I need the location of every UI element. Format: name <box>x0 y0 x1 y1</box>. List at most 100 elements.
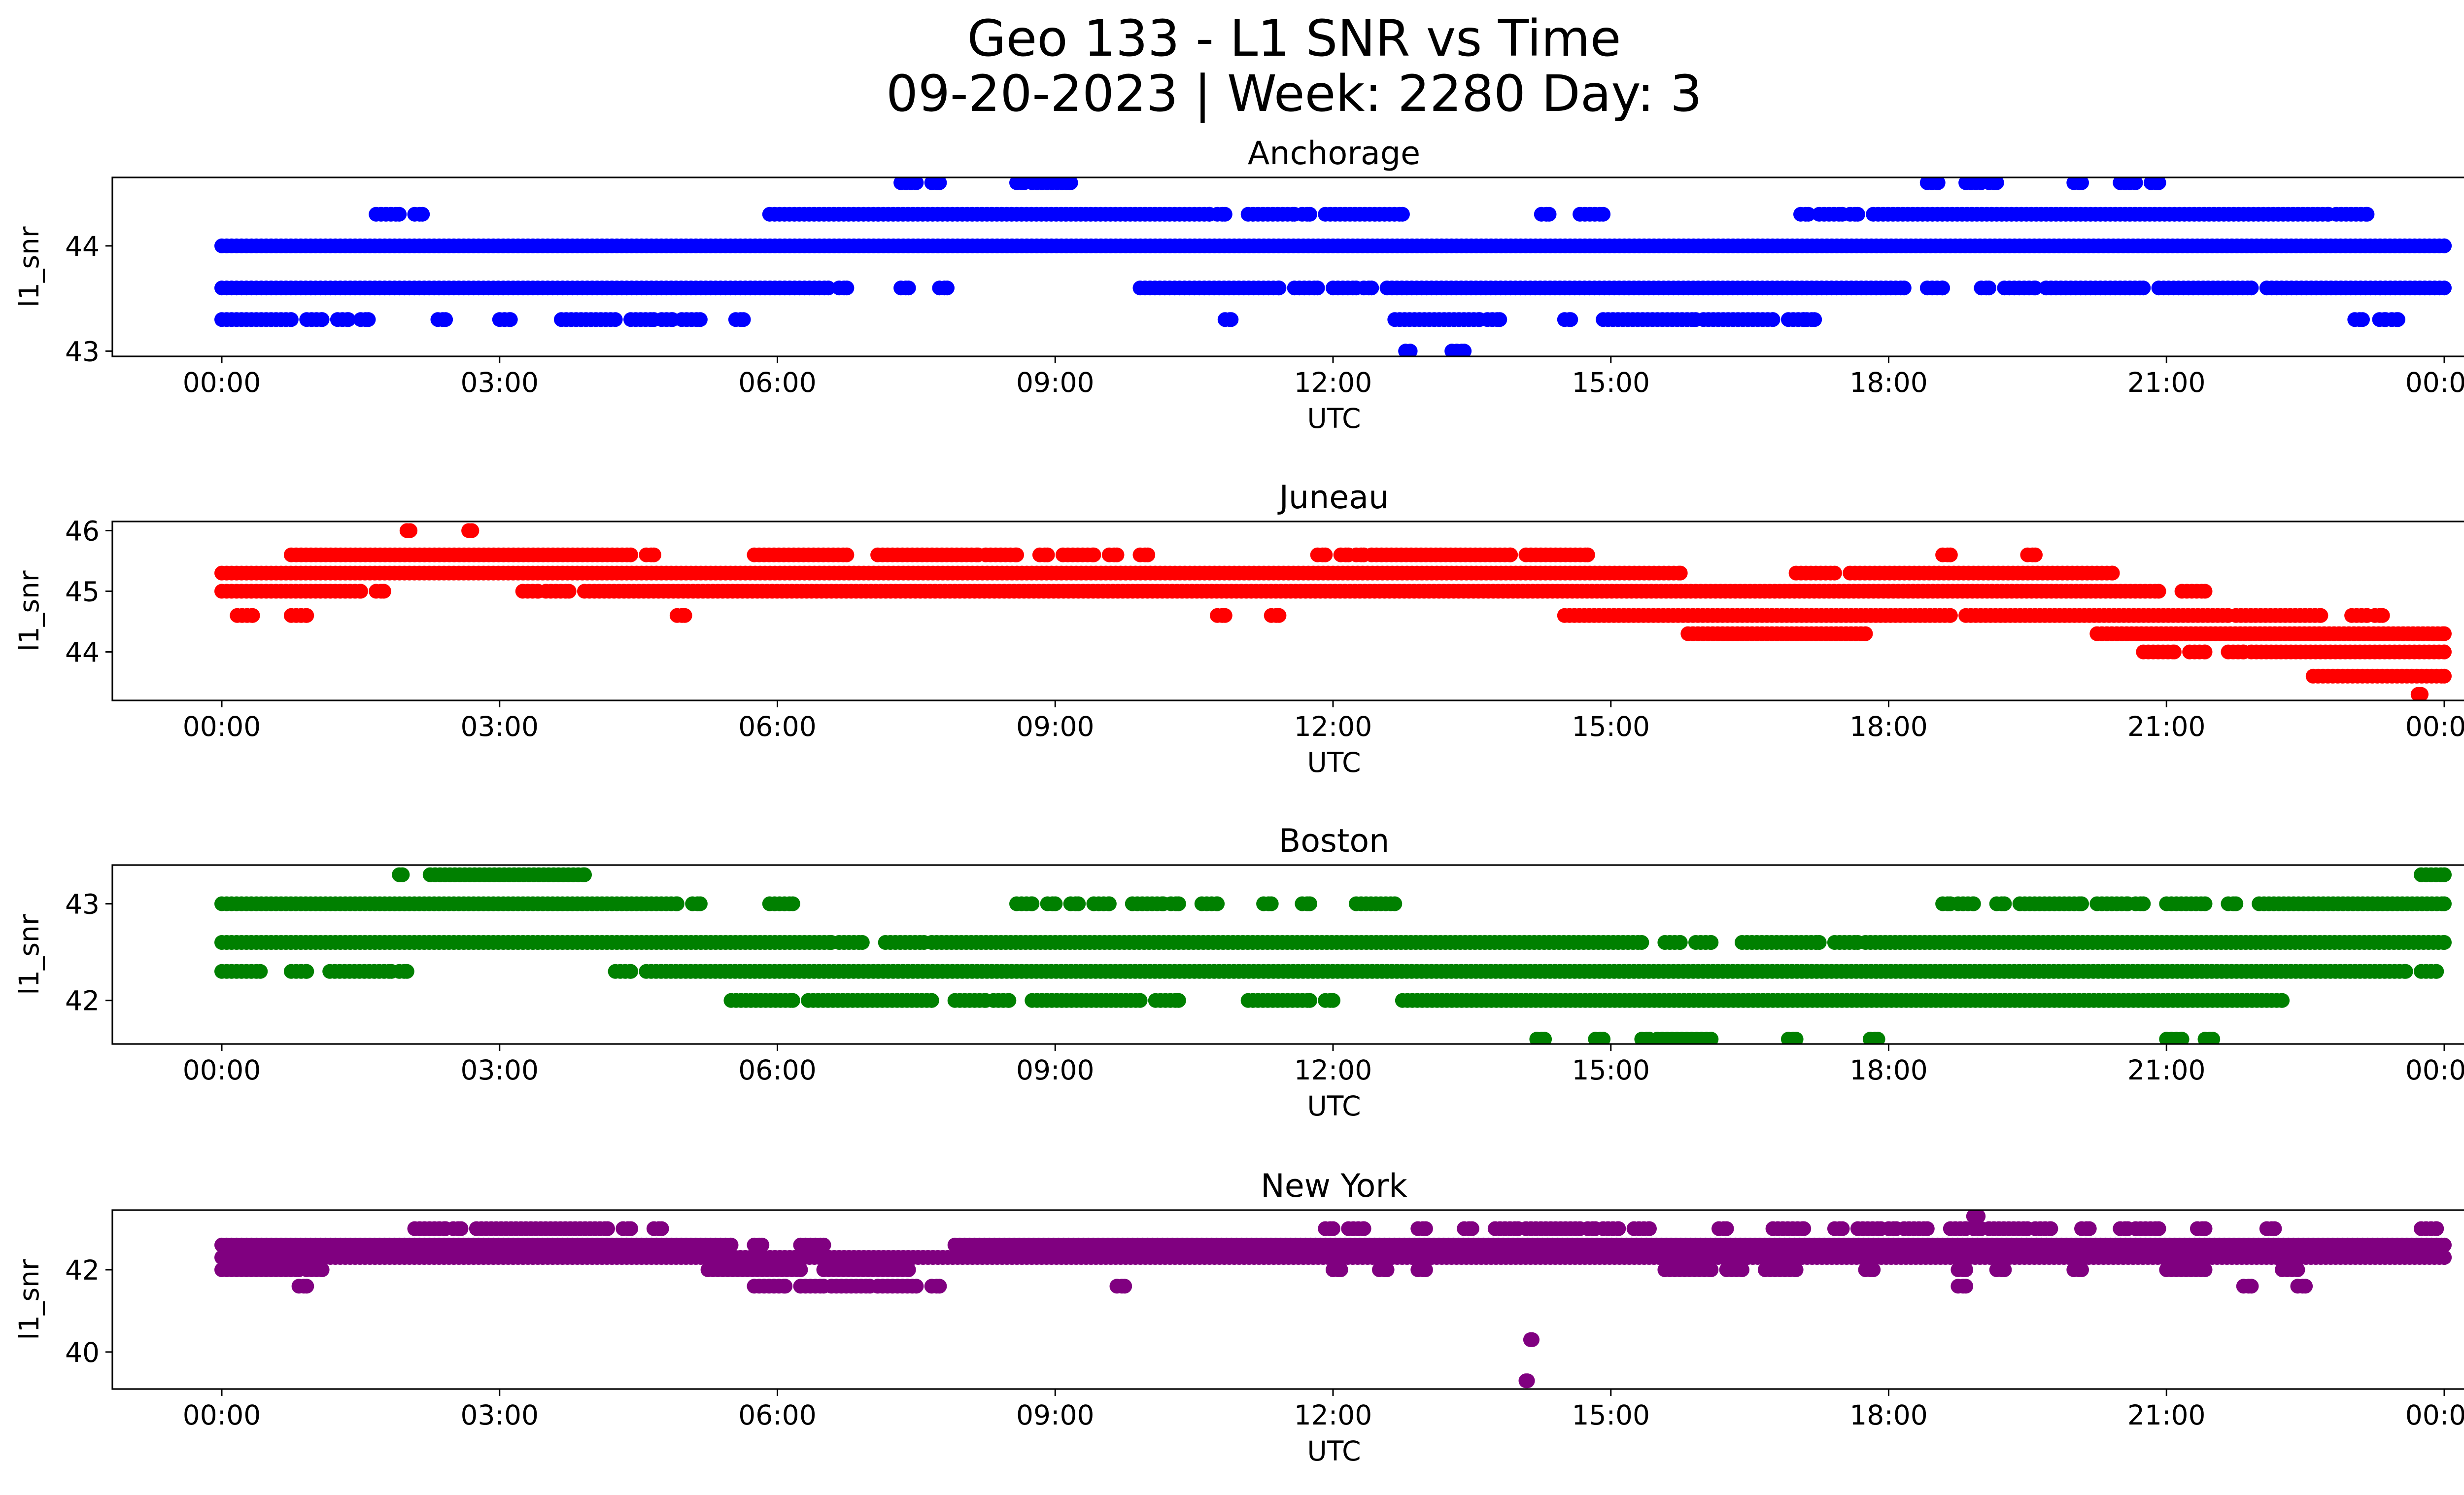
data-point <box>839 280 855 296</box>
data-point <box>392 207 407 222</box>
data-point <box>1989 177 2004 190</box>
data-point <box>2437 935 2452 950</box>
data-point <box>2298 1279 2313 1294</box>
data-point <box>1943 547 1958 562</box>
axes-frame <box>111 176 2464 357</box>
data-point <box>2205 1032 2221 1044</box>
data-point <box>1132 993 1148 1008</box>
x-tick-label: 12:00 <box>1294 367 1372 398</box>
x-tick-label: 00:00 <box>183 711 261 742</box>
data-point <box>623 964 638 979</box>
scatter-series-juneau <box>214 523 2452 700</box>
x-tick-label: 00:00 <box>183 1054 261 1086</box>
data-point <box>1001 993 1017 1008</box>
data-point <box>1801 207 1816 222</box>
data-point <box>909 1279 924 1294</box>
data-point <box>839 547 855 562</box>
snr-level-42 <box>723 993 2290 1008</box>
x-axis-label: UTC <box>1307 747 1361 778</box>
subplot-title: New York <box>1261 1168 1407 1205</box>
data-point <box>2197 1262 2213 1277</box>
data-point <box>2244 1279 2259 1294</box>
data-point <box>1520 1373 1535 1389</box>
snr-level-41_6 <box>1529 1032 2221 1044</box>
data-point <box>1541 207 1557 222</box>
data-point <box>1040 547 1055 562</box>
x-tick-label: 06:00 <box>738 367 817 398</box>
data-point <box>1264 896 1279 911</box>
data-point <box>1704 935 1719 950</box>
data-point <box>1966 896 1981 911</box>
x-tick-label: 06:00 <box>738 711 817 742</box>
y-axis-label: l1_snr <box>13 570 45 651</box>
snr-level-43_3 <box>2410 687 2429 700</box>
data-point <box>816 1237 831 1252</box>
data-point <box>785 896 800 911</box>
data-point <box>376 584 391 599</box>
x-tick-label: 09:00 <box>1016 1054 1095 1086</box>
data-point <box>415 207 430 222</box>
data-point <box>1387 896 1403 911</box>
y-axis-label: l1_snr <box>13 914 45 995</box>
data-point <box>2136 896 2151 911</box>
data-point <box>778 1279 793 1294</box>
data-point <box>692 312 708 327</box>
data-point <box>793 1262 808 1277</box>
data-point <box>2437 668 2452 684</box>
snr-level-43_6 <box>214 280 2452 296</box>
data-point <box>2437 896 2452 911</box>
x-tick-label: 21:00 <box>2127 1054 2206 1086</box>
data-point <box>1735 1262 1749 1277</box>
x-tick-label: 15:00 <box>1572 367 1650 398</box>
x-tick-label: 09:00 <box>1016 367 1095 398</box>
data-point <box>1634 935 1649 950</box>
x-tick-label: 18:00 <box>1849 1054 1928 1086</box>
snr-level-44_6 <box>230 608 2390 623</box>
data-point <box>1492 312 1507 327</box>
data-point <box>1812 935 1827 950</box>
y-tick-label: 43 <box>65 336 100 367</box>
data-point <box>2244 280 2259 296</box>
data-point <box>1982 280 1997 296</box>
data-point <box>1140 547 1156 562</box>
y-tick-label: 44 <box>65 637 100 668</box>
data-point <box>2313 608 2328 623</box>
data-point <box>1418 1262 1433 1277</box>
figure-title-line1: Geo 133 - L1 SNR vs Time <box>967 9 1621 68</box>
data-point <box>821 280 836 296</box>
data-point <box>855 935 870 950</box>
data-point <box>1673 935 1688 950</box>
data-point <box>1302 993 1317 1008</box>
data-point <box>1457 344 1472 356</box>
snr-level-42_6 <box>214 1237 2452 1252</box>
data-point <box>561 584 577 599</box>
data-point <box>2437 280 2452 296</box>
data-point <box>646 547 661 562</box>
data-point <box>1025 896 1040 911</box>
data-point <box>314 312 330 327</box>
data-point <box>1997 896 2012 911</box>
data-point <box>1210 896 1225 911</box>
data-point <box>2197 644 2213 660</box>
data-point <box>1503 547 1518 562</box>
data-point <box>1086 547 1101 562</box>
data-point <box>2074 896 2089 911</box>
y-axis-label: l1_snr <box>13 226 45 307</box>
data-point <box>1958 1279 1974 1294</box>
data-point <box>1403 344 1418 356</box>
data-point <box>1117 1279 1132 1294</box>
data-point <box>669 896 684 911</box>
data-point <box>2437 644 2452 660</box>
snr-level-44 <box>214 238 2452 253</box>
data-point <box>2074 1262 2089 1277</box>
snr-level-42_3 <box>214 964 2444 979</box>
x-axis-label: UTC <box>1307 403 1361 434</box>
data-point <box>2360 207 2375 222</box>
data-point <box>1596 1032 1611 1044</box>
data-point <box>1943 608 1958 623</box>
data-point <box>2228 896 2244 911</box>
